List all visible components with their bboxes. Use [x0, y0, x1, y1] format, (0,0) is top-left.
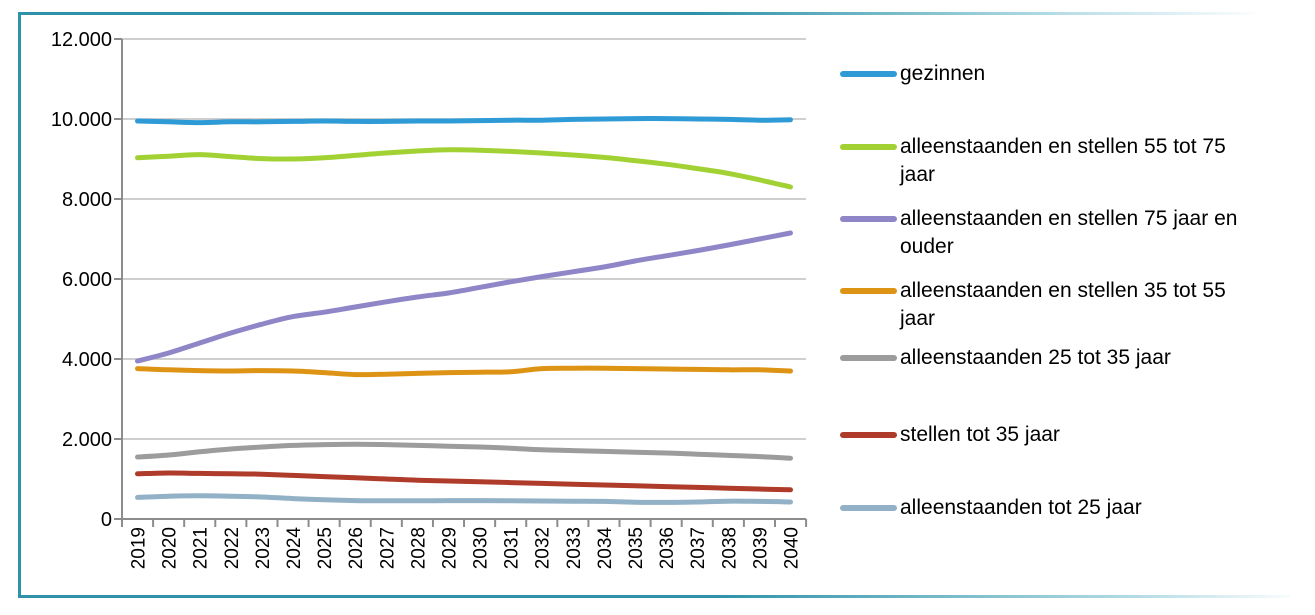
legend-swatch-stellen-tot-35	[840, 432, 897, 438]
series-line-2	[135, 230, 793, 364]
legend-label: alleenstaanden en stellen 75 jaar en oud…	[900, 207, 1238, 258]
legend-swatch-75-en-ouder	[840, 216, 897, 222]
x-tick-label: 2027	[377, 527, 398, 569]
legend-swatch-tot-25-jaar	[840, 505, 897, 511]
legend-label: alleenstaanden en stellen 35 tot 55 jaar	[900, 279, 1226, 330]
x-tick-label: 2024	[284, 527, 305, 570]
x-tick-label: 2038	[719, 527, 740, 569]
series-line-5	[135, 470, 793, 493]
y-tick-label: 0	[101, 509, 112, 531]
legend-item-25-35-jaar: alleenstaanden 25 tot 35 jaar	[840, 344, 1171, 372]
y-tick-label: 12.000	[51, 29, 112, 51]
legend-item-35-55-jaar: alleenstaanden en stellen 35 tot 55 jaar	[840, 277, 1252, 333]
legend-swatch-55-75-jaar	[840, 144, 897, 150]
y-tick-label: 4.000	[62, 349, 112, 371]
series-line-6	[135, 493, 793, 505]
legend-label: gezinnen	[900, 62, 986, 85]
frame-border-top	[18, 12, 1255, 15]
x-tick-label: 2032	[533, 527, 554, 569]
x-tick-label: 2034	[595, 527, 616, 570]
legend-item-75-en-ouder: alleenstaanden en stellen 75 jaar en oud…	[840, 205, 1252, 261]
legend-label: alleenstaanden en stellen 55 tot 75 jaar	[900, 135, 1226, 186]
legend-item-gezinnen: gezinnen	[840, 60, 985, 88]
x-tick-label: 2021	[191, 527, 212, 569]
x-tick-label: 2029	[439, 527, 460, 569]
y-tick-label: 10.000	[51, 109, 112, 131]
legend-label: alleenstaanden 25 tot 35 jaar	[900, 346, 1171, 369]
x-tick-label: 2019	[129, 527, 150, 569]
x-tick-label: 2031	[502, 527, 523, 569]
legend-swatch-25-35-jaar	[840, 355, 897, 361]
series-line-0	[135, 116, 793, 126]
frame-border-bottom	[18, 595, 1290, 598]
frame-border-left	[18, 12, 21, 598]
x-tick-label: 2020	[160, 527, 181, 569]
x-tick-label: 2037	[688, 527, 709, 569]
x-tick-label: 2039	[750, 527, 771, 569]
x-tick-label: 2022	[222, 527, 243, 569]
series-line-4	[135, 441, 793, 461]
y-tick-label: 8.000	[62, 189, 112, 211]
legend-label: stellen tot 35 jaar	[900, 423, 1060, 446]
legend-item-55-75-jaar: alleenstaanden en stellen 55 tot 75 jaar	[840, 133, 1252, 189]
x-tick-label: 2026	[346, 527, 367, 569]
series-line-1	[135, 147, 793, 190]
legend-item-stellen-tot-35: stellen tot 35 jaar	[840, 421, 1060, 449]
y-tick-label: 2.000	[62, 429, 112, 451]
x-tick-label: 2023	[253, 527, 274, 569]
x-tick-label: 2035	[626, 527, 647, 569]
x-tick-label: 2036	[657, 527, 678, 569]
x-tick-label: 2030	[471, 527, 492, 569]
legend-swatch-35-55-jaar	[840, 288, 897, 294]
x-tick-label: 2025	[315, 527, 336, 569]
x-tick-label: 2040	[781, 527, 802, 569]
legend-swatch-gezinnen	[840, 71, 897, 77]
legend-label: alleenstaanden tot 25 jaar	[900, 496, 1142, 519]
x-tick-label: 2028	[408, 527, 429, 569]
legend-item-tot-25-jaar: alleenstaanden tot 25 jaar	[840, 494, 1142, 522]
y-tick-label: 6.000	[62, 269, 112, 291]
x-tick-label: 2033	[564, 527, 585, 569]
series-line-3	[135, 365, 793, 378]
